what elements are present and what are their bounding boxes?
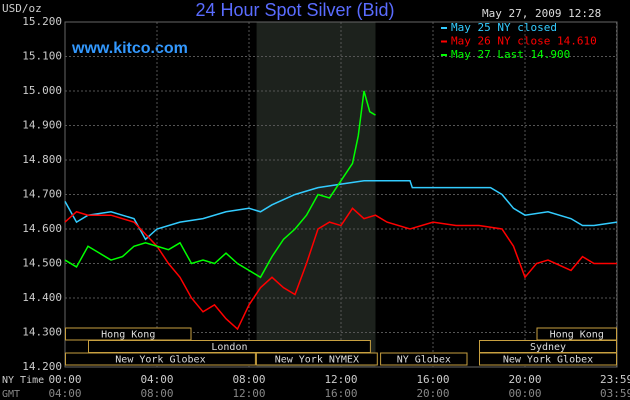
legend-label: May 26 NY close 14.610 (451, 35, 597, 48)
x2-tick-label: 16:00 (324, 387, 357, 400)
y-tick-label: 15.200 (22, 15, 62, 28)
x2-row-label: GMT (2, 389, 20, 400)
y-tick-label: 14.400 (22, 291, 62, 304)
plot-frame (64, 21, 618, 368)
session-label: NY Globex (397, 355, 451, 366)
y-tick-label: 14.500 (22, 257, 62, 270)
session-box (255, 352, 378, 366)
x2-tick-label: 03:59 (600, 387, 630, 400)
x2-tick-label: 08:00 (140, 387, 173, 400)
x-tick-label: 23:59 (600, 373, 630, 386)
series-line (64, 179, 618, 241)
session-label: New York Globex (503, 355, 593, 366)
y-tick-label: 15.100 (22, 50, 62, 63)
x-tick-label: 08:00 (232, 373, 265, 386)
session-box (380, 352, 468, 366)
session-label: Hong Kong (101, 330, 155, 341)
session-box (65, 352, 256, 366)
y-tick-label: 14.200 (22, 360, 62, 373)
chart-title: 24 Hour Spot Silver (Bid) (195, 0, 394, 20)
x2-tick-label: 00:00 (508, 387, 541, 400)
legend-label: May 25 NY closed (451, 21, 557, 34)
session-highlight (256, 22, 376, 367)
x-tick-label: 04:00 (140, 373, 173, 386)
series-line (64, 90, 376, 279)
timestamp: May 27, 2009 12:28 (482, 7, 601, 20)
session-box (479, 352, 617, 366)
x2-tick-label: 20:00 (416, 387, 449, 400)
session-label: Sydney (530, 342, 566, 353)
y-tick-label: 14.700 (22, 188, 62, 201)
x-tick-label: 20:00 (508, 373, 541, 386)
y-tick-label: 15.000 (22, 84, 62, 97)
x-tick-label: 12:00 (324, 373, 357, 386)
x2-tick-label: 04:00 (48, 387, 81, 400)
session-label: New York Globex (115, 355, 205, 366)
session-label: Hong Kong (550, 330, 604, 341)
y-tick-label: 14.900 (22, 119, 62, 132)
x-tick-label: 00:00 (48, 373, 81, 386)
y-tick-label: 14.300 (22, 326, 62, 339)
session-label: New York NYMEX (275, 355, 359, 366)
unit-label: USD/oz (2, 2, 42, 15)
y-tick-label: 14.600 (22, 222, 62, 235)
series-line (64, 207, 617, 331)
x-row-label: NY Time (2, 375, 44, 386)
source: www.kitco.com (71, 40, 188, 57)
session-label: London (211, 342, 247, 353)
legend-label: May 27 Last 14.900 (451, 48, 570, 61)
y-tick-label: 14.800 (22, 153, 62, 166)
x2-tick-label: 12:00 (232, 387, 265, 400)
x-tick-label: 16:00 (416, 373, 449, 386)
